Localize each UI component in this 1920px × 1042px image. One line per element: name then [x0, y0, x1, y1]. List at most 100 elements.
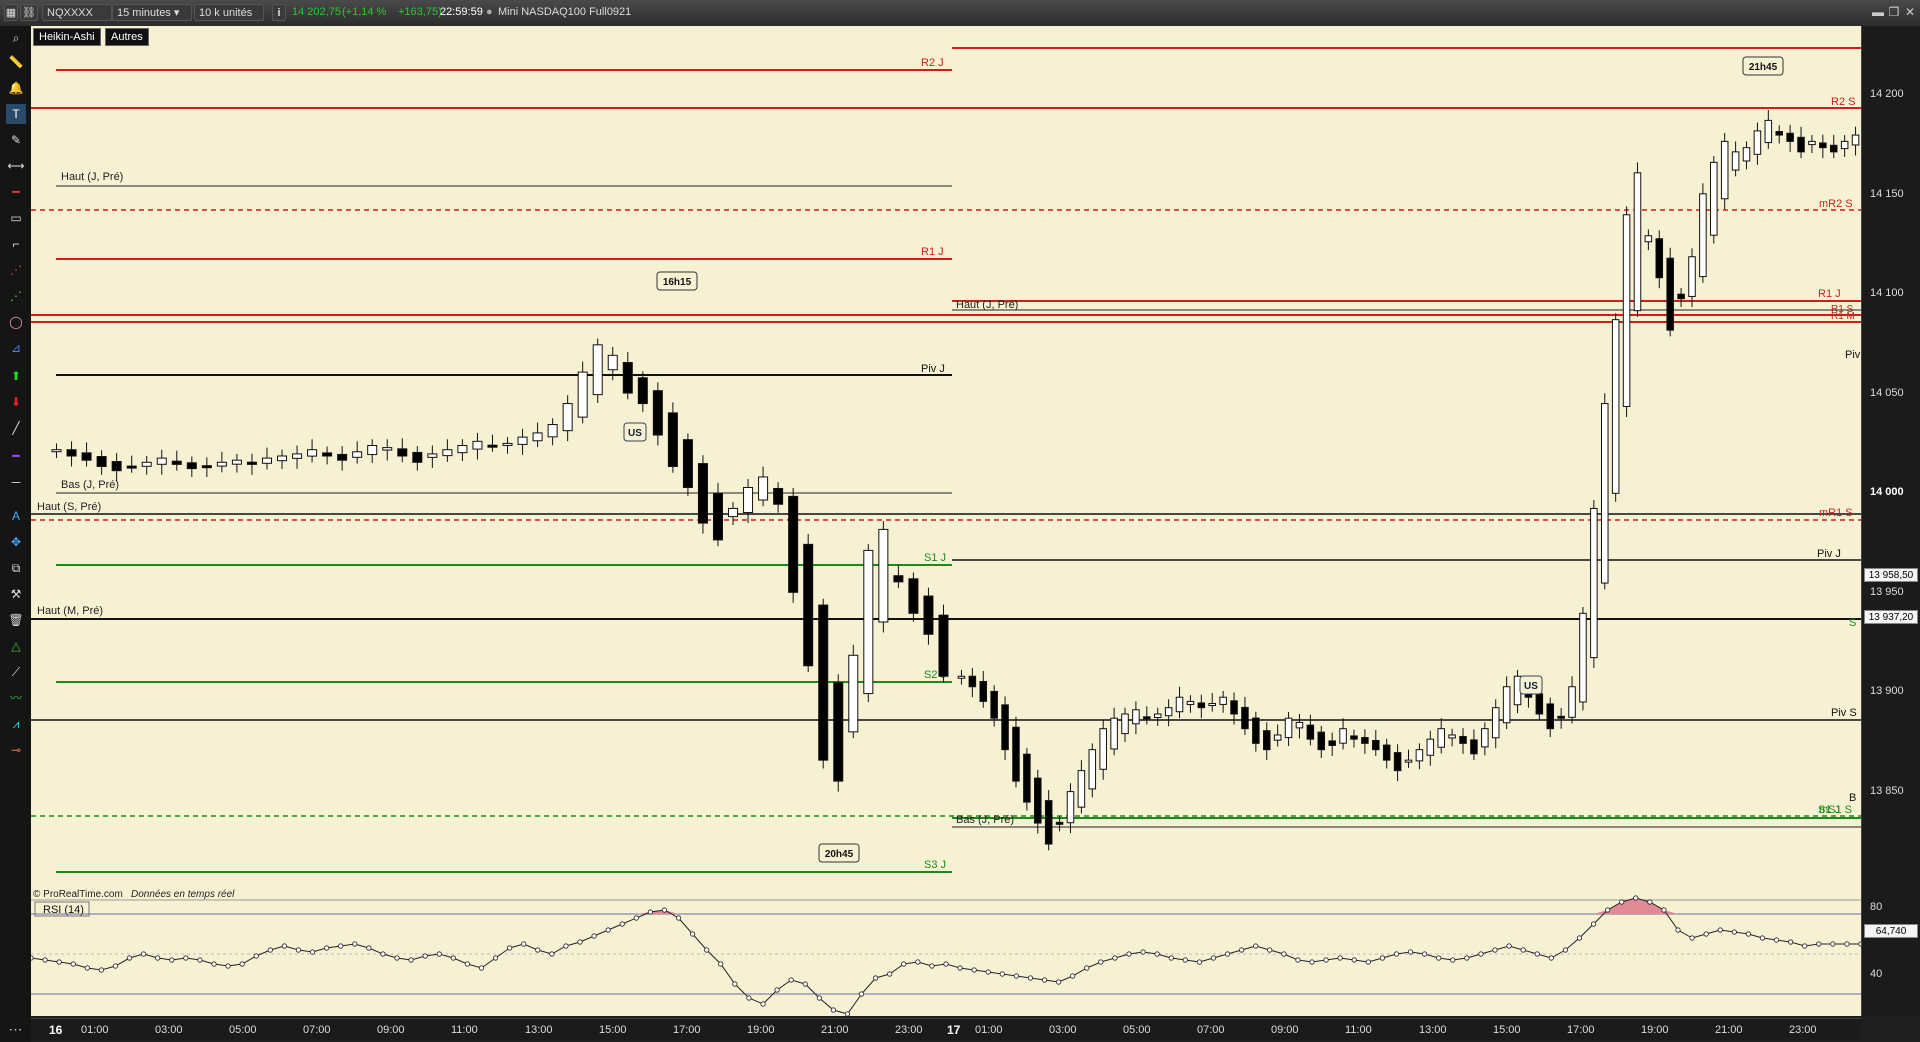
- alarm-icon[interactable]: 🔔: [8, 81, 24, 95]
- tools-icon[interactable]: ⚒: [10, 587, 22, 601]
- us-marker-1-text: US: [628, 428, 642, 439]
- rsi-point: [1633, 895, 1639, 901]
- candle-body: [1306, 724, 1315, 740]
- close-icon[interactable]: ✕: [1904, 5, 1916, 19]
- price-tick: 13 850: [1870, 785, 1904, 797]
- units-dropdown[interactable]: 10 k unités ▾: [194, 4, 264, 36]
- rsi-point: [295, 947, 302, 953]
- triangle-icon[interactable]: △: [11, 639, 21, 653]
- text-style-icon[interactable]: A: [11, 509, 20, 523]
- zigzag-icon[interactable]: ⩘: [12, 717, 20, 731]
- rsi-point: [1661, 907, 1667, 913]
- rectangle-icon[interactable]: ▭: [10, 211, 22, 225]
- candle-body: [502, 442, 513, 446]
- candle-body: [1110, 717, 1118, 750]
- heikin-ashi-chip[interactable]: Heikin-Ashi: [33, 28, 101, 46]
- rsi-point: [1534, 951, 1540, 957]
- horizontal-line-icon[interactable]: ━: [12, 449, 20, 463]
- text-tool-icon[interactable]: T: [6, 104, 26, 124]
- buy-arrow-icon[interactable]: ⬆: [10, 369, 22, 383]
- candle-body: [1437, 728, 1445, 748]
- candle-body: [457, 445, 468, 454]
- timeframe-label: 15 minutes: [117, 7, 171, 19]
- copyright-text: © ProRealTime.com: [33, 889, 123, 900]
- wave-icon[interactable]: 〰: [9, 691, 22, 705]
- grid-icon[interactable]: ▦: [4, 4, 18, 21]
- line-tool-icon[interactable]: ╱: [12, 421, 20, 435]
- rsi-point: [999, 971, 1005, 977]
- price-axis[interactable]: 14 200 14 150 14 100 14 050 14 000 13 95…: [1861, 26, 1920, 1016]
- candle-body: [592, 344, 603, 396]
- copy-icon[interactable]: ⧉: [11, 561, 21, 575]
- candle-body: [1284, 717, 1293, 739]
- rsi-point: [1520, 947, 1526, 953]
- candle-body: [1481, 728, 1489, 748]
- candle-body: [1230, 700, 1238, 715]
- candle-body: [1600, 403, 1609, 584]
- realtime-text: Données en temps réel: [131, 889, 235, 900]
- chart-area[interactable]: Heikin-Ashi Autres R2 J Haut (J, Pré) R1…: [31, 26, 1861, 1016]
- rsi-point: [1041, 977, 1048, 983]
- rsi-point: [450, 955, 456, 961]
- hline-icon[interactable]: ─: [11, 475, 21, 489]
- time-axis[interactable]: 16 01:00 03:00 05:00 07:00 09:00 11:00 1…: [31, 1018, 1861, 1041]
- restore-icon[interactable]: ❐: [1888, 5, 1900, 19]
- candle-body: [1143, 716, 1151, 720]
- candle-body: [81, 452, 92, 461]
- segment-icon[interactable]: ⟷: [7, 159, 25, 173]
- sell-arrow-icon[interactable]: ⬇: [10, 395, 22, 409]
- info-icon[interactable]: i: [272, 4, 286, 21]
- rsi-point: [619, 921, 625, 927]
- brush-icon[interactable]: ⟋: [11, 665, 21, 679]
- time-label: 17:00: [1567, 1024, 1595, 1036]
- red-line-icon[interactable]: ━: [12, 185, 20, 199]
- move-icon[interactable]: ✥: [10, 535, 22, 549]
- rsi-value-box: 64,740: [1864, 924, 1918, 938]
- rsi-point: [1112, 955, 1118, 961]
- candle-body: [216, 461, 227, 467]
- change-percent: (+1,14 %: [342, 6, 387, 18]
- rsi-point: [126, 955, 133, 961]
- pen-icon[interactable]: ✎: [10, 133, 22, 147]
- fibonacci-icon[interactable]: ⋰: [10, 263, 22, 277]
- rsi-point: [1070, 973, 1076, 979]
- candle-body: [637, 377, 648, 405]
- candle-body: [1426, 738, 1435, 756]
- channel-icon[interactable]: ⌐: [12, 237, 20, 251]
- rsi-point: [802, 981, 808, 987]
- ellipse-icon[interactable]: ◯: [9, 315, 23, 329]
- dashed-line-icon[interactable]: ⊸: [10, 743, 22, 757]
- rsi-point: [1703, 931, 1709, 937]
- rsi-point: [197, 957, 203, 963]
- s-label: S: [1849, 617, 1856, 629]
- s1j-label: S1 J: [924, 552, 946, 564]
- pivj-17-label: Piv J: [1817, 548, 1841, 560]
- candle-body: [1448, 734, 1456, 739]
- candle-body: [1252, 717, 1260, 744]
- rsi-point: [1590, 921, 1597, 927]
- autres-chip[interactable]: Autres: [105, 28, 149, 46]
- zoom-icon[interactable]: ⌕: [12, 31, 20, 45]
- ruler-icon[interactable]: 📏: [8, 55, 24, 69]
- trash-icon[interactable]: 🗑: [8, 613, 24, 627]
- us-marker-2-text: US: [1524, 681, 1538, 692]
- symbol-selector[interactable]: NQXXXX: [42, 4, 112, 21]
- menu-dots-icon[interactable]: ⋯: [0, 1016, 31, 1042]
- rsi-point: [521, 941, 527, 947]
- rsi-point: [1267, 947, 1273, 953]
- trend-icon[interactable]: ⋰: [10, 289, 22, 303]
- candles-group: [51, 109, 1860, 851]
- fan-icon[interactable]: ⊿: [10, 341, 22, 355]
- minimize-icon[interactable]: ▬: [1872, 5, 1884, 19]
- candle-body: [1502, 686, 1511, 724]
- candle-body: [1295, 721, 1304, 729]
- rsi-point: [577, 939, 583, 945]
- time-label: 01:00: [81, 1024, 109, 1036]
- time-label: 23:00: [895, 1024, 923, 1036]
- candle-body: [1164, 707, 1173, 717]
- rsi-point: [1196, 959, 1202, 965]
- timeframe-dropdown[interactable]: 15 minutes ▾: [112, 4, 192, 21]
- link-icon[interactable]: ⛓: [20, 4, 38, 21]
- rsi-point: [1689, 935, 1695, 941]
- rsi-point: [1647, 899, 1653, 905]
